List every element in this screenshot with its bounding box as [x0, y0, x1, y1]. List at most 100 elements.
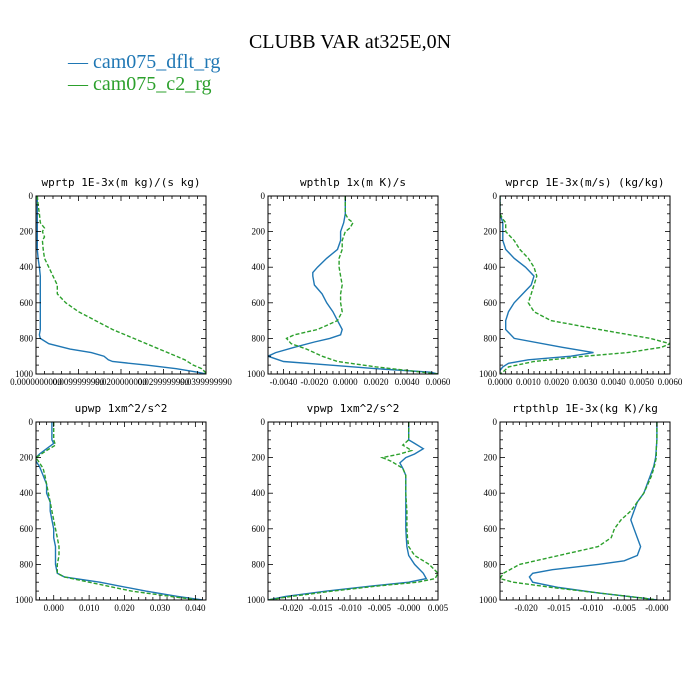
- y-tick-label: 600: [484, 298, 498, 308]
- y-tick-label: 0: [261, 191, 266, 201]
- panel-frame: [267, 421, 439, 601]
- series-line-dflt: [500, 196, 594, 374]
- x-tick-label: 0.0000000000: [10, 377, 62, 387]
- series-line-c2: [500, 196, 670, 374]
- x-tick-label: -0.015: [309, 603, 333, 613]
- panel-frame: [35, 421, 207, 601]
- y-tick-label: 400: [484, 262, 498, 272]
- x-tick-label: -0.000: [645, 603, 669, 613]
- series-group: [36, 196, 206, 374]
- series-line-c2: [500, 422, 658, 600]
- series-line-dflt: [36, 196, 206, 374]
- y-tick-label: 0: [29, 191, 34, 201]
- x-tick-label: 0.0040: [395, 377, 420, 387]
- panel-frame: [499, 195, 671, 375]
- y-tick-label: 0: [493, 417, 498, 427]
- x-tick-label: -0.0040: [270, 377, 298, 387]
- panel-title: upwp 1xm^2/s^2: [75, 402, 168, 415]
- y-tick-label: 600: [252, 298, 266, 308]
- x-tick-label: 0.0050: [629, 377, 654, 387]
- x-tick-label: 0.010: [79, 603, 100, 613]
- panel-5: vpwp 1xm^2/s^2 0 200 400 600 800 1000 -0.020 -0.…: [247, 402, 449, 613]
- panel-3: wprcp 1E-3x(m/s) (kg/kg) 0 200 400 600 800 100…: [479, 176, 683, 387]
- x-tick-label: -0.005: [613, 603, 637, 613]
- y-tick-label: 0: [29, 417, 34, 427]
- panel-title: wprtp 1E-3x(m kg)/(s kg): [42, 176, 201, 189]
- y-tick-label: 800: [252, 559, 266, 569]
- panel-frame: [499, 421, 671, 601]
- y-tick-label: 1000: [15, 369, 34, 379]
- y-tick-label: 800: [484, 333, 498, 343]
- x-tick-label: 0.0200000000: [95, 377, 147, 387]
- figure-title: CLUBB VAR at325E,0N: [249, 31, 451, 53]
- x-tick-label: 0.030: [150, 603, 171, 613]
- series-group: [268, 196, 438, 374]
- legend: — cam075_dflt_rg — cam075_c2_rg: [67, 51, 220, 95]
- x-tick-label: 0.0040: [601, 377, 626, 387]
- legend-label-2: cam075_c2_rg: [93, 73, 212, 95]
- y-tick-label: 200: [484, 227, 498, 237]
- y-tick-label: 600: [20, 524, 34, 534]
- x-tick-label: 0.0010: [516, 377, 541, 387]
- y-tick-label: 200: [20, 227, 34, 237]
- y-tick-label: 400: [20, 488, 34, 498]
- panel-6: rtpthlp 1E-3x(kg K)/kg 0 200 400 600 800 1000 -…: [479, 402, 671, 613]
- series-group: [500, 422, 658, 600]
- x-tick-label: 0.0099999990: [53, 377, 105, 387]
- panels: wprtp 1E-3x(m kg)/(s kg) 0 200 400 600 800 100…: [10, 176, 683, 613]
- series-group: [500, 196, 670, 374]
- y-tick-label: 400: [252, 262, 266, 272]
- x-tick-label: 0.0020: [544, 377, 569, 387]
- legend-entry-2: — cam075_c2_rg: [67, 73, 212, 95]
- y-tick-label: 800: [484, 559, 498, 569]
- legend-entry-1: — cam075_dflt_rg: [67, 51, 220, 73]
- y-tick-label: 200: [20, 453, 34, 463]
- panel-1: wprtp 1E-3x(m kg)/(s kg) 0 200 400 600 800 100…: [10, 176, 232, 387]
- y-tick-label: 400: [20, 262, 34, 272]
- x-tick-label: -0.010: [580, 603, 604, 613]
- y-tick-label: 600: [484, 524, 498, 534]
- x-tick-label: 0.040: [185, 603, 206, 613]
- y-tick-label: 400: [252, 488, 266, 498]
- x-tick-label: 0.0030: [573, 377, 598, 387]
- y-tick-label: 800: [20, 333, 34, 343]
- series-line-c2: [36, 196, 206, 374]
- panel-2: wpthlp 1x(m K)/s 0 200 400 600 800 1000 -0.0040…: [247, 176, 451, 387]
- y-tick-label: 1000: [479, 369, 498, 379]
- series-line-dflt: [36, 422, 203, 600]
- series-line-dflt: [268, 196, 438, 374]
- series-line-c2: [268, 422, 438, 600]
- series-line-dflt: [268, 422, 428, 600]
- y-tick-label: 800: [252, 333, 266, 343]
- x-tick-label: 0.0020: [364, 377, 389, 387]
- panel-title: wpthlp 1x(m K)/s: [300, 176, 406, 189]
- y-tick-label: 200: [252, 227, 266, 237]
- x-tick-label: -0.020: [280, 603, 304, 613]
- y-tick-label: 1000: [15, 595, 34, 605]
- y-tick-label: 200: [484, 453, 498, 463]
- series-group: [36, 422, 203, 600]
- x-tick-label: -0.005: [368, 603, 392, 613]
- panel-title: rtpthlp 1E-3x(kg K)/kg: [512, 402, 658, 415]
- series-line-c2: [285, 196, 438, 374]
- panel-title: vpwp 1xm^2/s^2: [307, 402, 400, 415]
- x-tick-label: 0.020: [114, 603, 135, 613]
- x-tick-label: 0.000: [44, 603, 65, 613]
- y-tick-label: 600: [20, 298, 34, 308]
- y-tick-label: 200: [252, 453, 266, 463]
- y-tick-label: 1000: [247, 369, 266, 379]
- x-tick-label: -0.000: [397, 603, 421, 613]
- legend-dash-1: —: [67, 51, 93, 73]
- x-tick-label: 0.0299999990: [138, 377, 190, 387]
- x-tick-label: 0.0399999990: [180, 377, 232, 387]
- y-tick-label: 0: [493, 191, 498, 201]
- series-line-c2: [36, 422, 199, 600]
- legend-dash-2: —: [67, 73, 93, 95]
- x-tick-label: -0.0020: [300, 377, 328, 387]
- y-tick-label: 400: [484, 488, 498, 498]
- y-tick-label: 1000: [479, 595, 498, 605]
- series-line-dflt: [528, 422, 658, 600]
- x-tick-label: 0.0060: [658, 377, 683, 387]
- x-tick-label: 0.0000: [333, 377, 358, 387]
- x-tick-label: 0.005: [428, 603, 449, 613]
